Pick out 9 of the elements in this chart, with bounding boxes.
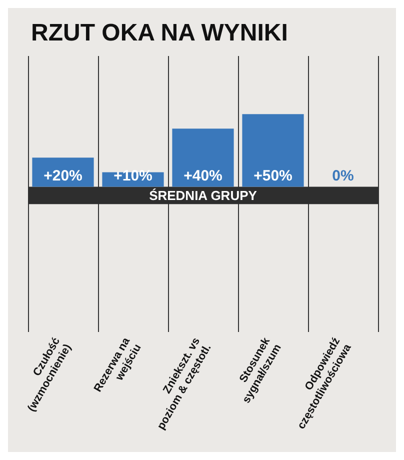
data-label: +20% bbox=[44, 168, 82, 185]
data-label: +50% bbox=[254, 168, 292, 185]
band-label: ŚREDNIA GRUPY bbox=[149, 188, 258, 203]
data-label: +40% bbox=[184, 168, 222, 185]
bar bbox=[242, 114, 304, 187]
bar bbox=[172, 128, 234, 187]
chart-title: RZUT OKA NA WYNIKI bbox=[31, 20, 288, 46]
data-label: +10% bbox=[114, 168, 152, 185]
data-label: 0% bbox=[332, 168, 354, 185]
